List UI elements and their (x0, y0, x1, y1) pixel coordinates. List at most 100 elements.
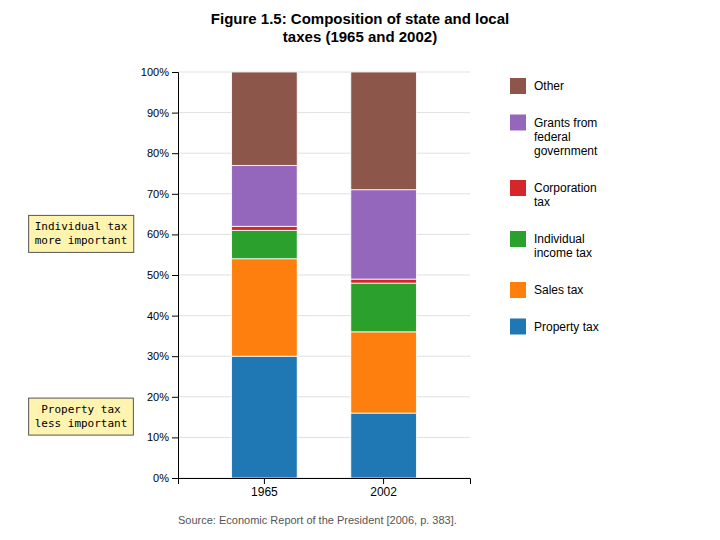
grid-line (178, 315, 470, 316)
tick-mark (172, 234, 178, 235)
tick-label: 10% (147, 431, 169, 443)
legend-label-line: income tax (534, 246, 592, 260)
grid-line (178, 356, 470, 357)
legend-label: Individualincome tax (534, 232, 592, 260)
bars (232, 72, 417, 478)
annotation-box (29, 215, 134, 252)
grid (178, 72, 470, 478)
plot: 0% 10% 20% 30% 40% 50% 60% 70% 80% 90% 100% 1965 200… (141, 66, 471, 499)
grid-line (178, 193, 470, 194)
legend-item: Corporationtax (510, 180, 597, 209)
bar (351, 190, 417, 279)
tick-label: 0% (153, 472, 169, 484)
tick: 80% (147, 147, 178, 159)
tick: 50% (147, 269, 178, 281)
grid-line (178, 72, 470, 73)
bar (351, 279, 417, 283)
tick-label: 60% (147, 228, 169, 240)
tick: 2002 (370, 478, 397, 499)
legend-label: Property tax (534, 320, 599, 334)
tick-mark (172, 316, 178, 317)
tick-mark (172, 356, 178, 357)
legend-label-line: tax (534, 195, 550, 209)
tick: 60% (147, 228, 178, 240)
legend-swatch (510, 231, 526, 247)
tick-mark (172, 275, 178, 276)
legend-swatch (510, 78, 526, 94)
axis-line (179, 479, 471, 485)
annotation-text: Individual taxmore important (35, 220, 128, 247)
legend-swatch (510, 180, 526, 196)
grid-line (178, 437, 470, 438)
legend-label-line: Property tax (534, 320, 599, 334)
title: Figure 1.5: Composition of state and loc… (211, 10, 509, 45)
annotation-text: Property taxless important (35, 403, 128, 430)
legend: Other Grants fromfederalgovernment Corpora… (510, 78, 599, 335)
bar (351, 332, 417, 413)
tick-mark (172, 194, 178, 195)
legend-label-line: Corporation (534, 181, 597, 195)
tick-label: 1965 (251, 485, 278, 499)
bar (232, 226, 298, 230)
legend-item: Grants fromfederalgovernment (510, 115, 598, 159)
tick-label: 90% (147, 107, 169, 119)
tick: 40% (147, 310, 178, 322)
bar (232, 165, 298, 226)
tick-mark (172, 397, 178, 398)
annotation-box (29, 398, 134, 435)
tick-mark (172, 72, 178, 73)
tick-mark (172, 437, 178, 438)
bar (232, 72, 298, 165)
tick: 10% (147, 431, 178, 443)
tick-mark (172, 113, 178, 114)
bar (351, 283, 417, 332)
source: Source: Economic Report of the President… (178, 514, 457, 526)
legend-item: Property tax (510, 319, 599, 335)
legend-label-line: federal (534, 130, 571, 144)
tick-label: 70% (147, 188, 169, 200)
axis-line (172, 73, 179, 479)
title-line: Figure 1.5: Composition of state and loc… (211, 10, 509, 27)
annotation: Property taxless important (29, 398, 134, 435)
bar (232, 259, 298, 356)
tick-mark (383, 478, 384, 484)
legend-label-line: Other (534, 79, 564, 93)
grid-line (178, 153, 470, 154)
tick-label: 80% (147, 147, 169, 159)
tick-label: 30% (147, 350, 169, 362)
bar (351, 413, 417, 478)
annotation-line: less important (35, 417, 128, 430)
bar (232, 356, 298, 478)
annotation-line: Property tax (41, 403, 121, 416)
series (232, 72, 417, 190)
tick-mark (264, 478, 265, 484)
tick-label: 40% (147, 310, 169, 322)
legend-swatch (510, 115, 526, 131)
legend-item: Sales tax (510, 282, 583, 298)
legend-label-line: government (534, 144, 598, 158)
bar (232, 230, 298, 258)
tick: 70% (147, 188, 178, 200)
series (232, 259, 417, 413)
grid-line (178, 396, 470, 397)
tick-label: 100% (141, 66, 169, 78)
tick-label: 20% (147, 391, 169, 403)
tick: 90% (147, 107, 178, 119)
tick: 20% (147, 391, 178, 403)
tick-label: 2002 (370, 485, 397, 499)
grid-line (178, 112, 470, 113)
annotation-line: Individual tax (35, 220, 128, 233)
x-axis: 1965 2002 (179, 478, 471, 499)
legend-label-line: Grants from (534, 116, 597, 130)
tick: 1965 (251, 478, 278, 499)
grid-line (178, 234, 470, 235)
tick: 0% (153, 472, 178, 484)
legend-swatch (510, 282, 526, 298)
annotation: Individual taxmore important (29, 215, 134, 252)
grid-line (178, 275, 470, 276)
tick-label: 50% (147, 269, 169, 281)
legend-item: Individualincome tax (510, 231, 592, 260)
title-line: taxes (1965 and 2002) (283, 28, 437, 45)
legend-label: Sales tax (534, 283, 583, 297)
legend-label: Corporationtax (534, 181, 597, 209)
